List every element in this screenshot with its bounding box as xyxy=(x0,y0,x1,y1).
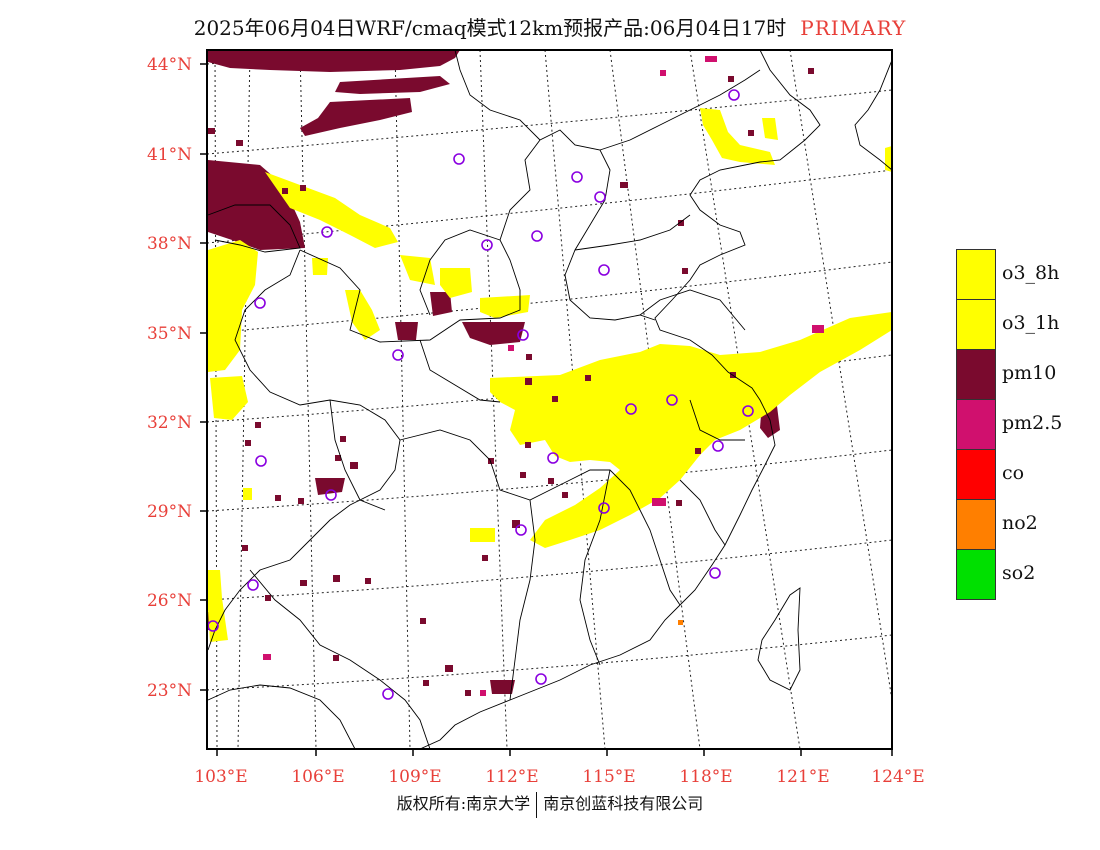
lon-label: 115°E xyxy=(582,767,635,787)
lat-label: 23°N xyxy=(147,681,192,701)
longitude-labels: 103°E 106°E 109°E 112°E 115°E 118°E 121°… xyxy=(194,767,924,787)
map-content xyxy=(207,50,892,749)
lat-label: 35°N xyxy=(147,324,192,344)
legend-swatch xyxy=(956,349,996,400)
lat-label: 32°N xyxy=(147,413,192,433)
legend-swatch xyxy=(956,399,996,450)
lat-label: 44°N xyxy=(147,55,192,75)
map-title: 2025年06月04日WRF/cmaq模式12km预报产品:06月04日17时 P… xyxy=(0,12,1100,41)
axis-ticks xyxy=(200,63,893,756)
latitude-labels: 44°N 41°N 38°N 35°N 32°N 29°N 26°N 23°N xyxy=(147,55,192,701)
footer-divider xyxy=(536,791,538,818)
lon-label: 109°E xyxy=(388,767,441,787)
legend-label: co xyxy=(1002,462,1025,484)
lat-label: 41°N xyxy=(147,145,192,165)
lon-label: 121°E xyxy=(776,767,829,787)
legend-swatch xyxy=(956,449,996,500)
title-product: PRIMARY xyxy=(800,16,907,40)
legend-label: o3_8h xyxy=(1002,262,1060,284)
no2-dots xyxy=(678,620,683,625)
lat-label: 29°N xyxy=(147,502,192,522)
lon-label: 118°E xyxy=(679,767,732,787)
legend-label: pm10 xyxy=(1002,362,1057,384)
pm10-dots xyxy=(208,68,814,696)
ozone-areas xyxy=(208,108,892,642)
pm25-areas xyxy=(263,56,824,696)
copyright-company: 南京创蓝科技有限公司 xyxy=(543,794,704,813)
legend-swatch xyxy=(956,499,996,550)
lon-label: 124°E xyxy=(871,767,924,787)
title-main: 2025年06月04日WRF/cmaq模式12km预报产品:06月04日17时 xyxy=(193,16,787,40)
station-markers xyxy=(207,89,754,700)
legend-label: pm2.5 xyxy=(1002,412,1063,434)
copyright-footer: 版权所有:南京大学 南京创蓝科技有限公司 xyxy=(0,790,1100,818)
lon-label: 103°E xyxy=(194,767,247,787)
legend-label: so2 xyxy=(1002,562,1036,584)
legend-swatch xyxy=(956,299,996,350)
boundaries xyxy=(207,50,892,749)
copyright-owner: 版权所有:南京大学 xyxy=(396,794,531,813)
legend-swatch xyxy=(956,249,996,300)
lon-label: 112°E xyxy=(485,767,538,787)
lat-label: 38°N xyxy=(147,234,192,254)
legend-swatch xyxy=(956,549,996,600)
lon-label: 106°E xyxy=(291,767,344,787)
legend-label: no2 xyxy=(1002,512,1038,534)
map-frame xyxy=(206,49,893,750)
lat-label: 26°N xyxy=(147,591,192,611)
legend-label: o3_1h xyxy=(1002,312,1060,334)
